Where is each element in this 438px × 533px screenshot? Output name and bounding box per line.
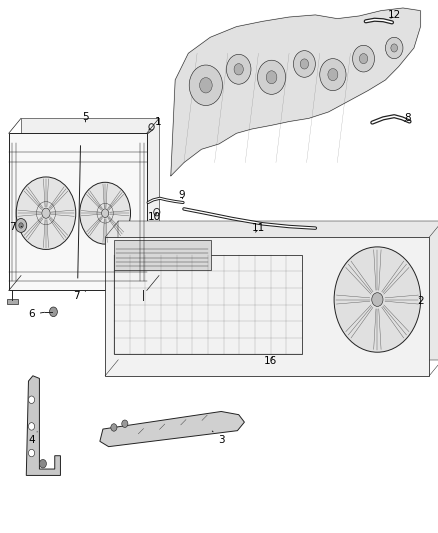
Polygon shape bbox=[105, 237, 429, 376]
Text: 10: 10 bbox=[148, 213, 161, 222]
Circle shape bbox=[353, 45, 374, 72]
Circle shape bbox=[42, 208, 50, 219]
Polygon shape bbox=[9, 133, 147, 290]
Text: 7: 7 bbox=[9, 222, 22, 231]
Circle shape bbox=[320, 59, 346, 91]
Bar bbox=[114, 240, 211, 270]
Circle shape bbox=[372, 293, 383, 306]
Circle shape bbox=[266, 71, 277, 84]
Circle shape bbox=[28, 423, 35, 430]
Bar bbox=[114, 255, 302, 354]
Text: 9: 9 bbox=[178, 190, 185, 199]
Polygon shape bbox=[171, 8, 420, 176]
Circle shape bbox=[102, 209, 109, 217]
Bar bbox=[7, 299, 18, 304]
Circle shape bbox=[189, 65, 223, 106]
Circle shape bbox=[258, 60, 286, 94]
Circle shape bbox=[328, 69, 338, 80]
Text: 11: 11 bbox=[252, 223, 265, 233]
Text: 7: 7 bbox=[73, 291, 85, 301]
Polygon shape bbox=[100, 411, 244, 447]
Circle shape bbox=[16, 177, 76, 249]
Circle shape bbox=[359, 54, 367, 63]
Circle shape bbox=[200, 78, 212, 93]
Bar bbox=[138, 299, 148, 304]
Text: 2: 2 bbox=[417, 296, 424, 306]
Polygon shape bbox=[26, 376, 60, 475]
Text: 8: 8 bbox=[404, 114, 411, 123]
Text: 16: 16 bbox=[264, 357, 277, 366]
Polygon shape bbox=[118, 221, 438, 360]
Text: 12: 12 bbox=[388, 10, 401, 20]
Circle shape bbox=[293, 51, 315, 77]
Circle shape bbox=[39, 459, 46, 468]
Text: 1: 1 bbox=[149, 117, 161, 130]
Text: 3: 3 bbox=[212, 431, 225, 445]
Circle shape bbox=[111, 424, 117, 431]
Text: 6: 6 bbox=[28, 310, 45, 319]
Polygon shape bbox=[21, 118, 159, 276]
Circle shape bbox=[28, 396, 35, 403]
Text: 5: 5 bbox=[82, 112, 89, 122]
Circle shape bbox=[300, 59, 308, 69]
Circle shape bbox=[80, 182, 131, 244]
Text: 4: 4 bbox=[28, 432, 37, 445]
Circle shape bbox=[19, 223, 23, 228]
Circle shape bbox=[49, 307, 57, 317]
Circle shape bbox=[234, 63, 244, 75]
Circle shape bbox=[15, 219, 27, 232]
Circle shape bbox=[334, 247, 420, 352]
Circle shape bbox=[122, 420, 128, 427]
Circle shape bbox=[385, 37, 403, 59]
Circle shape bbox=[28, 449, 35, 457]
Circle shape bbox=[391, 44, 398, 52]
Circle shape bbox=[226, 54, 251, 84]
